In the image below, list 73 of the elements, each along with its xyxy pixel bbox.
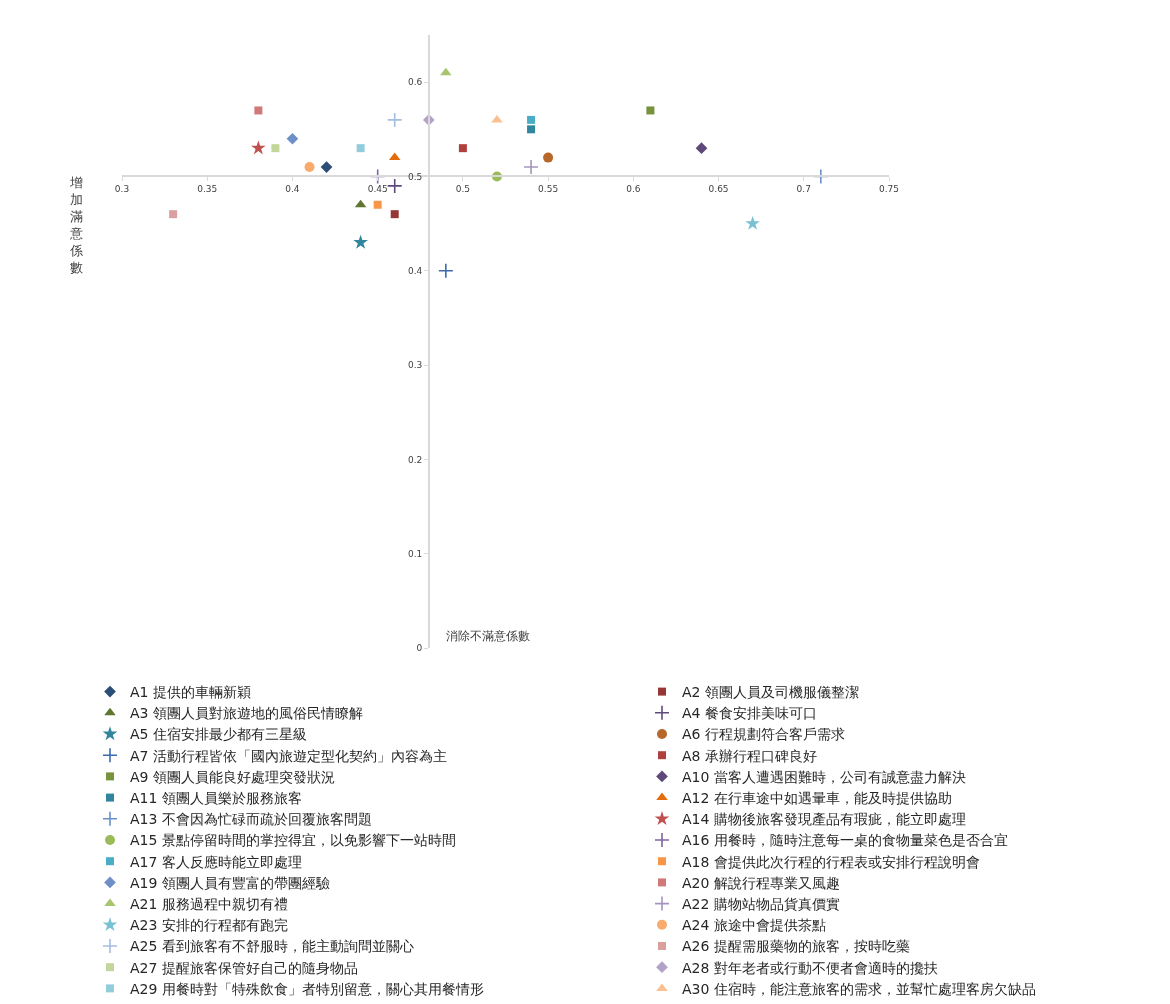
legend-label: A19 領團人員有豐富的帶團經驗: [130, 874, 330, 891]
point: [320, 161, 333, 173]
legend-label: A20 解說行程專業又風趣: [682, 874, 840, 891]
point: [271, 144, 280, 153]
legend-label: A12 在行車途中如遇暈車，能及時提供協助: [682, 790, 952, 807]
x-tick-label: 0.35: [197, 184, 218, 195]
point: [304, 162, 315, 173]
x-tick-label: 0.65: [708, 184, 729, 195]
x-tick-label: 0.75: [878, 184, 900, 195]
legend-label: A15 景點停留時間的掌控得宜，以免影響下一站時間: [130, 832, 456, 849]
legend-label: A21 服務過程中親切有禮: [130, 896, 288, 913]
legend-label: A25 看到旅客有不舒服時，能主動詢問並關心: [130, 938, 414, 955]
y-tick-label: 0: [416, 643, 423, 654]
point: [543, 152, 554, 163]
point: [646, 106, 655, 115]
legend-label: A28 對年老者或行動不便者會適時的攙扶: [682, 959, 938, 976]
x-tick-label: 0.5: [455, 184, 471, 195]
legend-label: A2 領團人員及司機服儀整潔: [682, 684, 859, 701]
legend-label: A7 活動行程皆依「國內旅遊定型化契約」內容為主: [130, 747, 447, 764]
legend-label: A8 承辦行程口碑良好: [682, 747, 817, 764]
point: [386, 178, 403, 194]
legend-label: A29 用餐時對「特殊飲食」者特別留意，關心其用餐情形: [130, 980, 484, 997]
point: [169, 210, 178, 219]
legend-label: A6 行程規劃符合客戶需求: [682, 726, 845, 743]
legend-label: A22 購物站物品貨真價實: [682, 896, 840, 913]
legend-label: A5 住宿安排最少都有三星級: [130, 726, 307, 743]
legend-label: A1 提供的車輛新穎: [130, 684, 251, 701]
point: [527, 115, 536, 124]
point: [386, 112, 403, 128]
point: [440, 67, 452, 76]
point: [527, 125, 536, 134]
legend-label: A23 安排的行程都有跑完: [130, 917, 288, 934]
point: [373, 200, 382, 209]
y-axis-title: 增加滿意係數: [69, 175, 83, 275]
point: [390, 210, 399, 219]
legend-label: A30 住宿時，能注意旅客的需求，並幫忙處理客房欠缺品: [682, 980, 1036, 997]
x-tick-label: 0.6: [626, 184, 641, 195]
legend-label: A4 餐食安排美味可口: [682, 705, 817, 722]
point: [458, 144, 467, 153]
legend-label: A9 領團人員能良好處理突發狀況: [130, 768, 335, 785]
legend-label: A27 提醒旅客保管好自己的隨身物品: [130, 959, 358, 976]
legend-label: A17 客人反應時能立即處理: [130, 853, 302, 870]
point: [251, 140, 266, 155]
point: [491, 114, 503, 123]
point: [353, 234, 368, 249]
y-tick-label: 0.6: [407, 77, 423, 88]
x-tick-label: 0.4: [285, 184, 300, 195]
point: [745, 215, 760, 230]
y-tick-label: 0.5: [407, 171, 423, 182]
point: [438, 262, 454, 279]
legend-label: A13 不會因為忙碌而疏於回覆旅客問題: [130, 811, 372, 828]
x-tick-label: 0.45: [367, 184, 388, 195]
legend-label: A24 旅途中會提供茶點: [682, 917, 826, 934]
x-axis-title: 消除不滿意係數: [446, 629, 530, 643]
point: [286, 132, 299, 145]
y-tick-label: 0.3: [407, 360, 423, 371]
legend-label: A3 領團人員對旅遊地的風俗民情瞭解: [130, 705, 363, 722]
point: [254, 106, 263, 115]
x-tick-label: 0.7: [796, 184, 811, 195]
x-tick-label: 0.55: [538, 184, 559, 195]
point: [695, 142, 708, 155]
y-tick-label: 0.1: [407, 548, 423, 559]
legend-label: A10 當客人遭遇困難時，公司有誠意盡力解決: [682, 768, 966, 785]
y-tick-label: 0.2: [407, 454, 423, 465]
point: [523, 159, 539, 175]
legend-label: A16 用餐時，隨時注意每一桌的食物量菜色是否合宜: [682, 832, 1008, 849]
point: [356, 144, 365, 153]
legend-label: A26 提醒需服藥物的旅客，按時吃藥: [682, 938, 910, 955]
legend-label: A18 會提供此次行程的行程表或安排行程說明會: [682, 853, 980, 870]
x-tick-label: 0.3: [114, 184, 130, 195]
y-tick-label: 0.4: [407, 265, 423, 276]
legend-label: A11 領團人員樂於服務旅客: [130, 790, 302, 807]
legend-label: A14 購物後旅客發現產品有瑕疵，能立即處理: [682, 811, 966, 828]
